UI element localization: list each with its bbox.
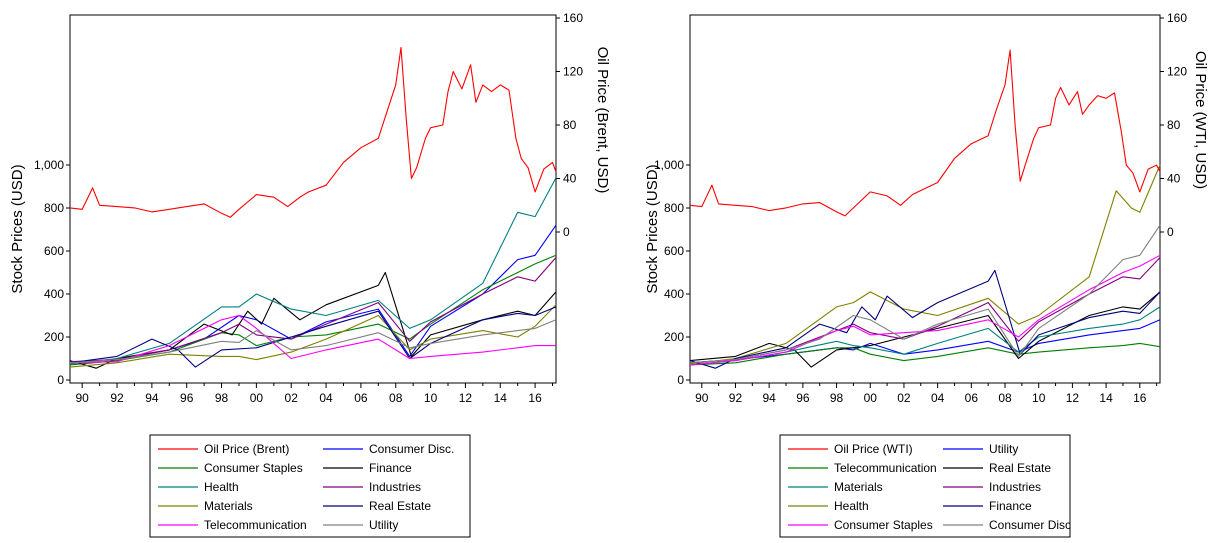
left-tick-label: 200 (44, 330, 64, 344)
series-line-oil-price-brent- (69, 46, 557, 218)
x-tick-label: 06 (354, 391, 368, 405)
plot-frame (689, 14, 1161, 384)
x-tick-label: 12 (1066, 391, 1080, 405)
legend-label: Telecommunication (834, 461, 937, 475)
x-tick-label: 04 (931, 391, 945, 405)
left-tick-label: 400 (664, 287, 684, 301)
right-axis-title: Oil Price (WTI, USD) (1192, 51, 1209, 189)
x-tick-label: 90 (695, 391, 709, 405)
left-axis-title: Stock Prices (USD) (9, 164, 26, 293)
legend-label: Health (834, 499, 869, 513)
legend-label: Real Estate (369, 499, 431, 513)
right-tick-label: 160 (1167, 11, 1187, 25)
left-tick-label: 0 (57, 373, 64, 387)
x-tick-label: 90 (76, 391, 90, 405)
x-tick-label: 14 (1099, 391, 1113, 405)
left-tick-label: 800 (44, 201, 64, 215)
right-tick-label: 80 (563, 118, 577, 132)
series-line-industries (69, 257, 557, 363)
right-tick-label: 120 (1167, 65, 1187, 79)
series-line-consumer-disc (689, 224, 1161, 364)
x-tick-label: 94 (762, 391, 776, 405)
right-tick-label: 0 (563, 225, 570, 239)
plot-frame (69, 14, 557, 384)
legend-label: Industries (989, 480, 1041, 494)
x-tick-label: 02 (897, 391, 911, 405)
x-tick-label: 02 (285, 391, 299, 405)
x-tick-label: 06 (965, 391, 979, 405)
right-tick-label: 80 (1167, 118, 1181, 132)
legend-label: Health (204, 480, 239, 494)
legend-label: Consumer Staples (834, 518, 933, 532)
right-tick-label: 0 (1167, 225, 1174, 239)
x-tick-label: 12 (459, 391, 473, 405)
series-line-telecommunication (69, 314, 556, 364)
x-tick-label: 14 (494, 391, 508, 405)
x-tick-label: 96 (796, 391, 810, 405)
series-line-consumer-staples (69, 254, 557, 366)
left-tick-label: 1,000 (654, 158, 684, 172)
legend-label: Consumer Disc (989, 518, 1071, 532)
x-tick-label: 00 (864, 391, 878, 405)
left-tick-label: 0 (677, 373, 684, 387)
legend-label: Real Estate (989, 461, 1051, 475)
legend-label: Finance (989, 499, 1032, 513)
legend-box (779, 434, 1071, 538)
left-axis-title: Stock Prices (USD) (644, 164, 661, 293)
x-tick-label: 98 (830, 391, 844, 405)
left-tick-label: 600 (664, 244, 684, 258)
right-axis-title: Oil Price (Brent, USD) (594, 47, 611, 194)
right-tick-label: 120 (563, 65, 583, 79)
right-tick-label: 40 (1167, 172, 1181, 186)
legend-label: Consumer Staples (204, 461, 303, 475)
series-line-industries (689, 257, 1161, 364)
legend-label: Materials (204, 499, 253, 513)
x-tick-label: 08 (998, 391, 1012, 405)
legend-label: Oil Price (Brent) (204, 442, 289, 456)
x-tick-label: 04 (319, 391, 333, 405)
left-tick-label: 1,000 (34, 158, 64, 172)
x-tick-label: 92 (729, 391, 743, 405)
series-line-oil-price-wti- (689, 49, 1161, 217)
x-tick-label: 10 (424, 391, 438, 405)
series-line-finance (689, 269, 1161, 369)
x-tick-label: 16 (1133, 391, 1147, 405)
left-tick-label: 600 (44, 244, 64, 258)
legend-label: Materials (834, 480, 883, 494)
legend-label: Industries (369, 480, 421, 494)
series-line-utility (69, 319, 557, 364)
series-line-telecommunication (689, 342, 1161, 366)
x-tick-label: 16 (528, 391, 542, 405)
x-tick-label: 92 (110, 391, 124, 405)
legend-box (149, 434, 471, 538)
x-tick-label: 96 (180, 391, 194, 405)
series-line-materials (689, 306, 1161, 366)
legend-label: Utility (369, 518, 398, 532)
legend-label: Consumer Disc. (369, 442, 454, 456)
series-line-health (69, 177, 557, 365)
left-tick-label: 200 (664, 330, 684, 344)
x-tick-label: 10 (1032, 391, 1046, 405)
left-tick-label: 400 (44, 287, 64, 301)
x-tick-label: 94 (145, 391, 159, 405)
left-tick-label: 800 (664, 201, 684, 215)
legend-label: Oil Price (WTI) (834, 442, 913, 456)
legend-label: Finance (369, 461, 412, 475)
x-tick-label: 00 (250, 391, 264, 405)
series-line-real-estate (69, 306, 557, 368)
x-tick-label: 08 (389, 391, 403, 405)
x-tick-label: 98 (215, 391, 229, 405)
right-tick-label: 40 (563, 172, 577, 186)
series-line-materials (69, 304, 557, 368)
legend-label: Utility (989, 442, 1018, 456)
right-tick-label: 160 (563, 11, 583, 25)
legend-label: Telecommunication (204, 518, 307, 532)
series-line-health (689, 164, 1161, 365)
